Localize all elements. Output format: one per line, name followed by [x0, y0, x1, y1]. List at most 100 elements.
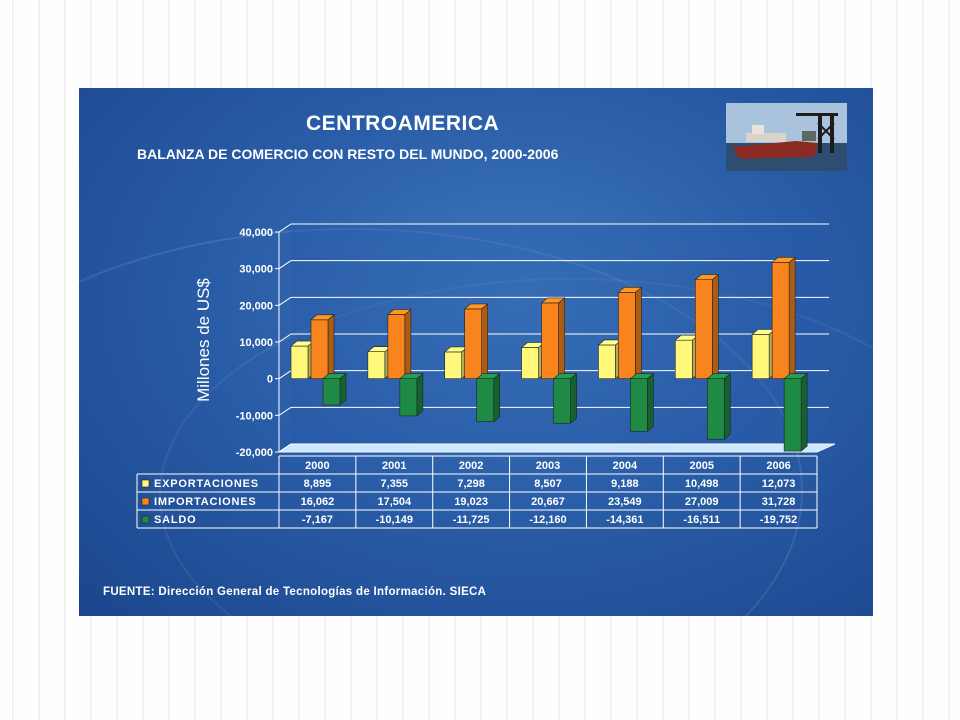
data-label: 16,062 — [301, 496, 335, 508]
data-label: 31,728 — [762, 496, 796, 508]
bar-top — [771, 257, 796, 263]
data-label: 17,504 — [377, 496, 412, 508]
legend-swatch — [141, 497, 150, 506]
bar-side — [481, 303, 489, 380]
chart: 40,00030,00020,00010,0000-10,000-20,000 … — [136, 223, 836, 529]
bar — [706, 378, 725, 440]
y-tick-label: 30,000 — [239, 264, 273, 276]
data-label: 27,009 — [685, 496, 719, 508]
bar-side — [416, 373, 424, 417]
bar-top — [629, 373, 655, 379]
bar-side — [339, 373, 347, 406]
bar — [783, 378, 802, 452]
bar — [771, 262, 790, 379]
plot-floor — [277, 443, 836, 453]
bar — [367, 351, 386, 379]
slide: CENTROAMERICA BALANZA DE COMERCIO CON RE… — [79, 88, 873, 616]
x-tick-label: 2006 — [766, 460, 790, 472]
x-tick-label: 2000 — [305, 460, 329, 472]
data-label: -10,149 — [376, 514, 413, 526]
data-label: 20,667 — [531, 496, 565, 508]
bar-top — [399, 373, 424, 379]
bar — [674, 339, 693, 379]
bar — [630, 378, 648, 432]
bar — [598, 344, 616, 379]
bar-side — [723, 373, 731, 440]
data-label: 8,895 — [304, 478, 332, 490]
y-tick-label: 0 — [267, 374, 273, 386]
x-tick-label: 2004 — [613, 460, 638, 472]
bar-side — [635, 286, 642, 380]
data-label: 8,507 — [534, 478, 562, 490]
gridline — [278, 296, 829, 306]
slide-title: CENTROAMERICA — [306, 112, 500, 135]
bar-side — [558, 297, 565, 380]
data-label: 23,549 — [608, 496, 642, 508]
data-label: 7,298 — [457, 478, 485, 490]
bar-top — [540, 297, 566, 304]
legend-entry: EXPORTACIONES — [154, 478, 259, 490]
bar-side — [711, 273, 719, 380]
bar-side — [800, 373, 808, 452]
legend-entry: SALDO — [154, 514, 197, 526]
bar-top — [463, 303, 489, 310]
bar-side — [493, 373, 501, 423]
gridline — [278, 333, 829, 343]
legend-entry: IMPORTACIONES — [154, 496, 256, 508]
y-tick-label: -10,000 — [236, 410, 273, 422]
slide-subtitle: BALANZA DE COMERCIO CON RESTO DEL MUNDO,… — [137, 146, 559, 162]
bar — [476, 378, 495, 422]
bar-top — [694, 274, 720, 280]
gridline — [278, 223, 829, 233]
bar-top — [552, 373, 578, 379]
data-label: -16,511 — [683, 514, 720, 526]
chart-bars — [290, 256, 808, 452]
y-axis-label: Millones de US$ — [194, 278, 213, 402]
bar — [444, 351, 463, 379]
source-note: FUENTE: Dirección General de Tecnologías… — [103, 586, 487, 598]
data-label: 7,355 — [381, 478, 409, 490]
bar — [464, 308, 483, 379]
bar — [694, 279, 713, 379]
y-tick-label: 40,000 — [239, 227, 273, 239]
bar — [290, 345, 309, 379]
bar — [387, 314, 406, 379]
x-tick-label: 2003 — [536, 460, 560, 472]
bar — [310, 319, 329, 379]
gridline — [278, 260, 829, 270]
bar-side — [570, 373, 577, 424]
data-label: 9,188 — [611, 478, 639, 490]
gridline — [278, 443, 829, 453]
bar — [541, 302, 559, 379]
data-label: 12,073 — [762, 478, 796, 490]
data-label: -7,167 — [302, 514, 333, 526]
data-label: -19,752 — [760, 514, 797, 526]
x-tick-label: 2001 — [382, 460, 406, 472]
data-table: 2000 2001 2002 2003 2004 2005 2006 EXPORTACIONE… — [136, 455, 818, 529]
data-label: -11,725 — [453, 514, 490, 526]
x-tick-label: 2005 — [689, 460, 713, 472]
bar-top — [387, 309, 412, 315]
port-ship-photo — [726, 103, 847, 171]
bar — [322, 378, 341, 406]
bar-top — [783, 373, 808, 379]
legend-swatch — [141, 515, 150, 524]
bar-top — [310, 314, 335, 321]
y-tick-label: 20,000 — [239, 300, 273, 312]
x-tick-label: 2002 — [459, 460, 483, 472]
y-tick-label: -20,000 — [236, 447, 273, 459]
data-label: -12,160 — [529, 514, 566, 526]
data-label: 19,023 — [454, 496, 488, 508]
y-tick-label: 10,000 — [239, 337, 273, 349]
bar-side — [647, 373, 654, 432]
data-label: 10,498 — [685, 478, 719, 490]
bar-top — [475, 373, 501, 379]
bar — [399, 378, 418, 417]
port-ship-illustration — [726, 103, 847, 171]
bar-top — [322, 373, 347, 379]
bar-top — [617, 287, 643, 293]
bar — [751, 334, 770, 379]
legend-swatch — [141, 479, 150, 488]
data-label: -14,361 — [606, 514, 643, 526]
y-axis: 40,000 30,000 20,000 10,000 0 -10,000 -20,000 — [236, 227, 279, 459]
